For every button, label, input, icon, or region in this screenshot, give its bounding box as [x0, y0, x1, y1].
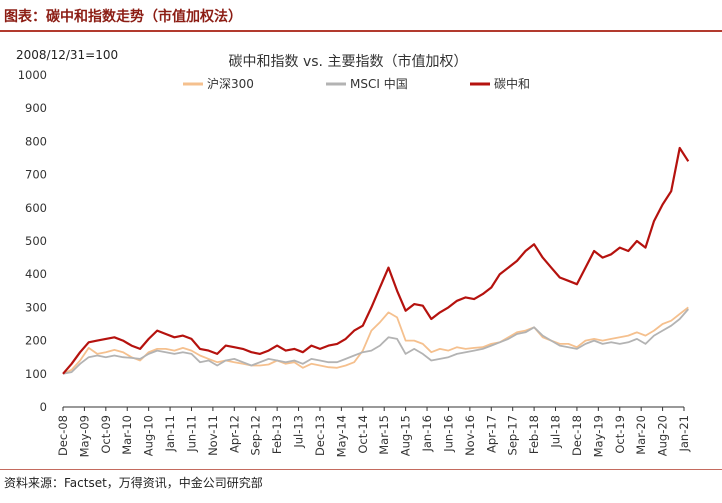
x-tick-label: May-14 [334, 415, 348, 457]
legend-item-carbon-neutral: 碳中和 [470, 76, 530, 91]
x-tick-label: Apr-12 [227, 415, 241, 453]
x-tick-label: Dec-18 [570, 415, 584, 456]
y-tick-label: 800 [25, 134, 47, 148]
x-tick-label: Mar-15 [377, 415, 391, 455]
legend-label: 碳中和 [494, 76, 530, 91]
chart-legend: 沪深300 MSCI 中国 碳中和 [183, 76, 530, 91]
y-tick-label: 0 [40, 400, 47, 414]
x-tick-label: Nov-16 [463, 415, 477, 456]
x-tick-label: Oct-09 [99, 415, 113, 454]
x-tick-label: Feb-18 [527, 415, 541, 454]
x-tick-label: Jul-18 [549, 415, 563, 449]
x-axis: Dec-08 May-09 Oct-09 Mar-10 Aug-10 Jan-11 Jun-… [56, 406, 691, 457]
y-tick-label: 700 [25, 168, 47, 182]
y-tick-label: 200 [25, 334, 47, 348]
legend-item-msci-china: MSCI 中国 [326, 76, 408, 91]
y-tick-label: 900 [25, 101, 47, 115]
x-tick-label: May-09 [77, 415, 91, 457]
y-tick-label: 500 [25, 234, 47, 248]
x-tick-label: Jun-11 [184, 415, 198, 453]
y-tick-label: 100 [25, 367, 47, 381]
x-tick-label: Aug-10 [142, 415, 156, 456]
x-tick-label: Apr-17 [484, 415, 498, 453]
x-tick-label: May-19 [591, 415, 605, 457]
x-tick-label: Mar-10 [120, 415, 134, 455]
header-divider [0, 30, 722, 32]
line-chart: 碳中和指数 vs. 主要指数（市值加权） 2008/12/31=100 沪深30… [16, 48, 691, 457]
x-tick-label: Oct-14 [356, 415, 370, 454]
x-tick-label: Aug-20 [656, 415, 670, 456]
figure-title: 图表：碳中和指数走势（市值加权法） [4, 9, 242, 25]
x-tick-label: Feb-13 [270, 415, 284, 454]
x-tick-label: Jun-16 [441, 415, 455, 453]
x-tick-label: Mar-20 [634, 415, 648, 455]
x-tick-label: Nov-11 [206, 415, 220, 456]
y-tick-label: 300 [25, 300, 47, 314]
y-axis: 0 100 200 300 400 500 600 700 800 900 1000 [18, 68, 47, 414]
series-line-msci-china [62, 308, 689, 375]
x-tick-label: Jul-13 [292, 415, 306, 449]
x-tick-label: Dec-08 [56, 415, 70, 456]
y-tick-label: 600 [25, 201, 47, 215]
base-note: 2008/12/31=100 [16, 48, 118, 62]
x-tick-label: Oct-19 [613, 415, 627, 454]
x-tick-label: Jan-16 [420, 415, 434, 453]
legend-label: MSCI 中国 [350, 76, 408, 91]
series-line-carbon-neutral [62, 146, 690, 375]
y-tick-label: 400 [25, 267, 47, 281]
y-tick-label: 1000 [18, 68, 47, 82]
x-tick-label: Sep-17 [506, 415, 520, 455]
chart-title: 碳中和指数 vs. 主要指数（市值加权） [229, 53, 468, 70]
x-tick-label: Dec-13 [313, 415, 327, 456]
x-tick-label: Sep-12 [249, 415, 263, 455]
source-note: 资料来源：Factset，万得资讯，中金公司研究部 [4, 476, 263, 490]
x-tick-label: Jan-11 [163, 415, 177, 453]
x-tick-label: Jan-21 [677, 415, 691, 453]
legend-label: 沪深300 [207, 77, 254, 91]
series-line-hs300 [62, 306, 689, 375]
figure-header: 图表：碳中和指数走势（市值加权法） [0, 0, 722, 32]
legend-item-hs300: 沪深300 [183, 77, 254, 91]
series-group [62, 146, 690, 375]
footer-divider [0, 469, 722, 470]
x-tick-label: Aug-15 [399, 415, 413, 456]
